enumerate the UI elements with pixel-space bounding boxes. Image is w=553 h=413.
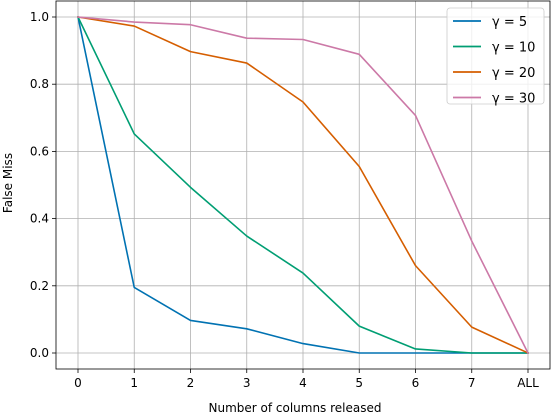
series-line-2 [76,15,529,354]
legend-label: γ = 30 [492,92,535,107]
y-axis-ticks: 0.0 0.2 0.4 0.6 0.8 1.0 [30,10,56,360]
legend-label: γ = 10 [492,41,535,56]
x-tick-label: ALL [517,376,539,390]
x-tick-label: 2 [187,376,195,390]
x-tick-label: 4 [299,376,307,390]
x-tick-label: 5 [355,376,363,390]
series-lines [76,15,530,355]
y-tick-label: 1.0 [30,10,49,24]
y-tick-label: 0.2 [30,279,49,293]
series-line-4 [77,16,530,355]
series-line-3 [77,16,530,355]
legend: γ = 5 γ = 10 γ = 20 γ = 30 [446,7,545,107]
x-tick-label: 0 [74,376,82,390]
legend-box [446,7,545,105]
y-tick-label: 0.8 [30,77,49,91]
x-axis-ticks: 0 1 2 3 4 5 6 7 ALL [74,369,539,390]
y-axis-label: False Miss [1,153,15,213]
y-tick-label: 0.4 [30,212,49,226]
series-line-1 [77,16,529,354]
x-axis-label: Number of columns released [208,401,381,413]
y-tick-label: 0.6 [30,144,49,158]
legend-label: γ = 5 [492,15,527,30]
x-tick-label: 6 [412,376,420,390]
x-tick-label: 1 [130,376,138,390]
x-tick-label: 3 [243,376,251,390]
x-tick-label: 7 [468,376,476,390]
y-tick-label: 0.0 [30,346,49,360]
legend-label: γ = 20 [492,66,535,81]
